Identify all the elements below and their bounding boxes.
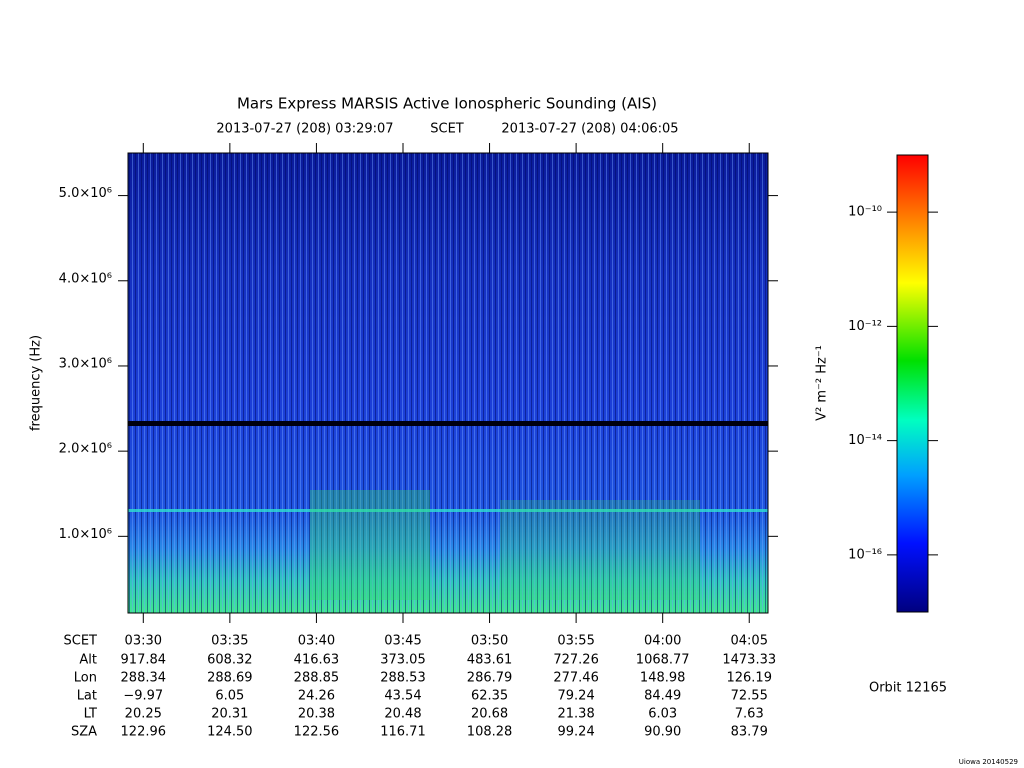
y-axis-label: frequency (Hz) <box>29 335 44 431</box>
ephemeris-value: 1068.77 <box>636 653 690 668</box>
ephemeris-value: 108.28 <box>467 725 513 740</box>
ephemeris-value: 6.03 <box>648 707 677 722</box>
ephemeris-value: 43.54 <box>384 689 421 704</box>
x-tick-label: 03:30 <box>125 634 162 649</box>
plot-frame <box>127 152 769 614</box>
ephemeris-value: 124.50 <box>207 725 253 740</box>
colorbar-tick-label: 10⁻¹⁴ <box>848 433 882 448</box>
ephemeris-value: 24.26 <box>298 689 335 704</box>
ephemeris-value: 20.48 <box>384 707 421 722</box>
start-time: 2013-07-27 (208) 03:29:07 <box>216 122 393 137</box>
ephemeris-value: 148.98 <box>640 671 686 686</box>
time-frame: SCET <box>430 122 464 137</box>
ephemeris-value: 416.63 <box>294 653 340 668</box>
footer: Uiowa 20140529 <box>959 758 1018 766</box>
ephemeris-value: 6.05 <box>215 689 244 704</box>
orbit: Orbit 12165 <box>869 681 947 696</box>
ephemeris-value: −9.97 <box>123 689 163 704</box>
ephemeris-value: 7.63 <box>735 707 764 722</box>
ephemeris-value: 288.85 <box>294 671 340 686</box>
y-tick-label: 2.0×10⁶ <box>59 442 112 457</box>
colorbar-tick-label: 10⁻¹⁰ <box>848 205 882 220</box>
ephemeris-value: 99.24 <box>558 725 595 740</box>
ephemeris-value: 83.79 <box>731 725 768 740</box>
ephemeris-value: 122.96 <box>121 725 167 740</box>
ephemeris-label: LT <box>84 707 97 722</box>
ephemeris-value: 116.71 <box>380 725 426 740</box>
y-tick-label: 3.0×10⁶ <box>59 356 112 371</box>
x-tick-label: 04:05 <box>731 634 768 649</box>
ephemeris-label: Alt <box>79 653 97 668</box>
spectrogram-image <box>128 153 768 613</box>
ephemeris-value: 288.34 <box>121 671 167 686</box>
chart-title: Mars Express MARSIS Active Ionospheric S… <box>237 95 657 113</box>
colorbar <box>896 154 929 613</box>
y-tick-label: 5.0×10⁶ <box>59 186 112 201</box>
ephemeris-label: SZA <box>71 725 97 740</box>
x-tick-label: 03:45 <box>384 634 421 649</box>
ephemeris-value: 288.53 <box>380 671 426 686</box>
ephemeris-value: 727.26 <box>553 653 599 668</box>
ephemeris-value: 20.68 <box>471 707 508 722</box>
ephemeris-value: 373.05 <box>380 653 426 668</box>
ephemeris-value: 1473.33 <box>722 653 776 668</box>
x-tick-label: 04:00 <box>644 634 681 649</box>
ephemeris-value: 483.61 <box>467 653 513 668</box>
ephemeris-value: 917.84 <box>121 653 167 668</box>
ephemeris-value: 62.35 <box>471 689 508 704</box>
end-time: 2013-07-27 (208) 04:06:05 <box>501 122 678 137</box>
ephemeris-value: 79.24 <box>558 689 595 704</box>
ephemeris-value: 20.31 <box>211 707 248 722</box>
ephemeris-value: 608.32 <box>207 653 253 668</box>
ephemeris-value: 20.25 <box>125 707 162 722</box>
ephemeris-value: 20.38 <box>298 707 335 722</box>
ephemeris-label: Lat <box>77 689 97 704</box>
ephemeris-value: 90.90 <box>644 725 681 740</box>
x-tick-label: 03:50 <box>471 634 508 649</box>
colorbar-label: V² m⁻² Hz⁻¹ <box>815 345 830 421</box>
ephemeris-value: 126.19 <box>726 671 772 686</box>
x-axis-label: SCET <box>64 634 98 649</box>
x-tick-label: 03:35 <box>211 634 248 649</box>
colorbar-tick-label: 10⁻¹⁶ <box>848 547 882 562</box>
ephemeris-value: 288.69 <box>207 671 253 686</box>
x-tick-label: 03:55 <box>557 634 594 649</box>
x-tick-label: 03:40 <box>298 634 335 649</box>
ephemeris-value: 122.56 <box>294 725 340 740</box>
y-tick-label: 4.0×10⁶ <box>59 271 112 286</box>
ephemeris-value: 277.46 <box>553 671 599 686</box>
colorbar-tick-label: 10⁻¹² <box>848 319 882 334</box>
ephemeris-value: 286.79 <box>467 671 513 686</box>
y-tick-label: 1.0×10⁶ <box>59 527 112 542</box>
ephemeris-value: 72.55 <box>731 689 768 704</box>
ephemeris-value: 21.38 <box>558 707 595 722</box>
ephemeris-value: 84.49 <box>644 689 681 704</box>
ephemeris-label: Lon <box>74 671 97 686</box>
